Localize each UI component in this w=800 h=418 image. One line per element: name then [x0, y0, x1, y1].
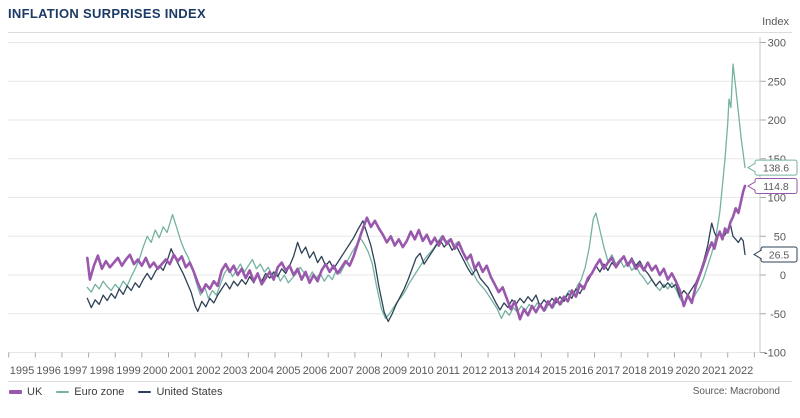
x-axis-year-label: 2000 — [143, 365, 167, 377]
end-value-callout-arrow — [747, 162, 756, 173]
x-axis-year-label: 2016 — [569, 365, 593, 377]
x-axis-year-label: 2011 — [436, 365, 460, 377]
united-states-line-swatch-icon — [138, 391, 152, 393]
legend-item-uk: UK — [9, 386, 42, 398]
series-line-euro-zone — [86, 63, 746, 320]
end-value-callout-text: 26.5 — [769, 249, 790, 261]
chart-legend: UK Euro zone United States — [9, 384, 222, 400]
x-axis-year-label: 2012 — [462, 365, 486, 377]
y-axis-tick-label: -50 — [770, 309, 786, 321]
x-axis-year-label: 2013 — [489, 365, 513, 377]
y-axis-tick-label: 100 — [768, 193, 786, 205]
x-axis-year-label: 1998 — [90, 365, 114, 377]
legend-item-euro-zone: Euro zone — [56, 386, 124, 398]
x-axis-year-label: 2008 — [356, 365, 380, 377]
legend-label: United States — [156, 386, 223, 398]
source-label: Source: Macrobond — [692, 386, 780, 397]
end-value-callout-arrow — [747, 181, 756, 191]
end-value-callout-text: 114.8 — [763, 181, 789, 193]
x-axis-year-label: 2022 — [729, 365, 753, 377]
end-value-callout-arrow — [753, 249, 762, 260]
series-line-united-states — [86, 220, 746, 323]
footer-divider — [8, 381, 792, 382]
y-axis-tick-label: -100 — [764, 348, 786, 360]
y-axis-tick-label: 50 — [774, 231, 786, 243]
x-axis-year-label: 2004 — [249, 365, 273, 377]
x-axis-year-label: 1999 — [116, 365, 140, 377]
x-axis-year-label: 2018 — [622, 365, 646, 377]
x-axis-year-label: 1995 — [10, 365, 34, 377]
x-axis-year-label: 2010 — [409, 365, 433, 377]
legend-label: UK — [27, 386, 43, 398]
x-axis-year-label: 2021 — [702, 365, 726, 377]
euro-zone-line-swatch-icon — [56, 391, 70, 393]
y-axis-tick-label: 250 — [768, 76, 786, 88]
x-axis-year-label: 2001 — [170, 365, 194, 377]
y-axis-tick-label: 0 — [780, 270, 786, 282]
y-axis-tick-label: 200 — [768, 115, 786, 127]
end-value-callout-text: 138.6 — [763, 162, 789, 174]
x-axis-year-label: 1996 — [36, 365, 60, 377]
x-axis-year-label: 2003 — [223, 365, 247, 377]
legend-label: Euro zone — [74, 386, 125, 398]
x-axis-year-label: 2009 — [383, 365, 407, 377]
x-axis-year-label: 2020 — [676, 365, 700, 377]
x-axis-year-label: 1997 — [63, 365, 87, 377]
page-title: INFLATION SURPRISES INDEX — [8, 6, 206, 21]
uk-line-swatch-icon — [9, 390, 22, 394]
y-axis-unit-label: Index — [762, 16, 789, 28]
x-axis-year-label: 2017 — [596, 365, 620, 377]
title-divider — [8, 32, 792, 33]
x-axis-year-label: 2015 — [542, 365, 566, 377]
x-axis-year-label: 2019 — [649, 365, 673, 377]
y-axis-tick-label: 300 — [768, 38, 786, 50]
x-axis-year-label: 2005 — [276, 365, 300, 377]
x-axis-year-label: 2007 — [329, 365, 353, 377]
x-axis-year-label: 2006 — [303, 365, 327, 377]
series-line-uk — [86, 184, 747, 321]
x-axis-year-label: 2002 — [196, 365, 220, 377]
legend-item-united-states: United States — [138, 386, 222, 398]
x-axis-year-label: 2014 — [516, 365, 540, 377]
